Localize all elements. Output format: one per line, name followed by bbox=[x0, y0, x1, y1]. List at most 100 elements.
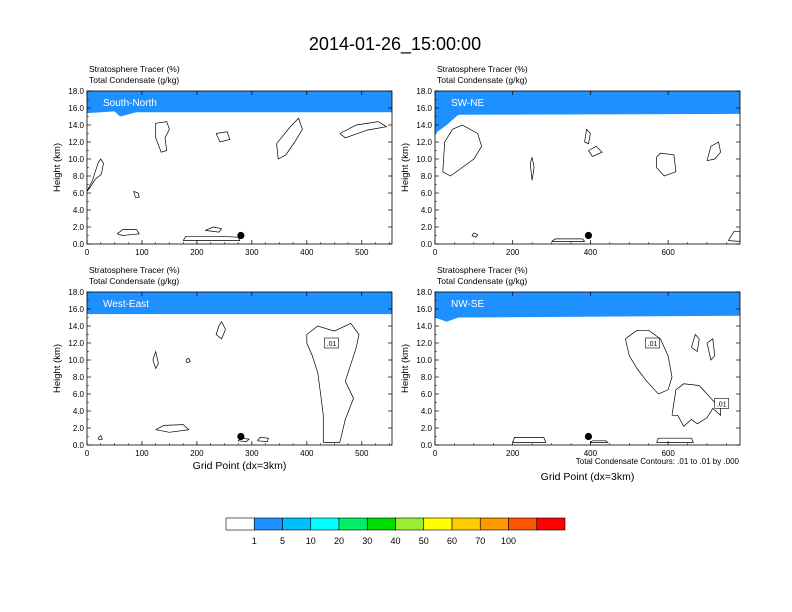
x-tick-label: 200 bbox=[506, 248, 520, 257]
y-tick-label: 4.0 bbox=[421, 206, 433, 215]
x-axis-label: Grid Point (dx=3km) bbox=[541, 471, 635, 483]
condensate-contour bbox=[656, 152, 677, 177]
condensate-contour bbox=[257, 437, 269, 442]
y-tick-label: 6.0 bbox=[421, 189, 433, 198]
colorbar-label: 5 bbox=[280, 536, 285, 546]
condensate-contour bbox=[215, 131, 231, 143]
y-tick-label: 4.0 bbox=[73, 206, 85, 215]
y-tick-label: 12.0 bbox=[416, 138, 432, 147]
colorbar-swatch bbox=[310, 517, 340, 531]
contour-label-box bbox=[324, 337, 339, 349]
condensate-contour bbox=[584, 128, 591, 145]
y-tick-label: 16.0 bbox=[416, 305, 432, 314]
condensate-contour bbox=[276, 117, 303, 160]
condensate-contour bbox=[590, 440, 609, 443]
x-tick-label: 400 bbox=[584, 449, 598, 458]
colorbar-label: 20 bbox=[334, 536, 344, 546]
panel-title-line: Total Condensate (g/kg) bbox=[437, 75, 527, 85]
figure-title: 2014-01-26_15:00:00 bbox=[309, 34, 481, 55]
y-tick-label: 18.0 bbox=[68, 87, 84, 96]
x-tick-label: 500 bbox=[355, 449, 369, 458]
panel-1: 0.0 2.0 4.0 6.0 8.0 10.0 12.0 14.0 16.0 18.0 0 100 2… bbox=[52, 64, 393, 257]
contour-label: .01 bbox=[327, 341, 337, 348]
x-tick-label: 400 bbox=[300, 248, 314, 257]
y-tick-label: 10.0 bbox=[416, 155, 432, 164]
colorbar: 1 5 10 20 30 40 50 60 70 100 bbox=[225, 517, 566, 546]
panel-title-line: Stratosphere Tracer (%) bbox=[437, 64, 528, 74]
x-tick-label: 200 bbox=[190, 248, 204, 257]
x-tick-label: 100 bbox=[135, 449, 149, 458]
condensate-contour bbox=[97, 435, 103, 441]
condensate-contour bbox=[155, 424, 190, 433]
condensate-contour bbox=[588, 145, 603, 157]
panels: 0.0 2.0 4.0 6.0 8.0 10.0 12.0 14.0 16.0 18.0 0 100 2… bbox=[52, 64, 741, 483]
y-tick-label: 2.0 bbox=[421, 424, 433, 433]
y-axis-label: Height (km) bbox=[400, 344, 411, 393]
condensate-contour bbox=[551, 238, 586, 242]
panel-title-line: Total Condensate (g/kg) bbox=[437, 276, 527, 286]
condensate-contour bbox=[625, 329, 673, 395]
y-tick-label: 2.0 bbox=[421, 223, 433, 232]
colorbar-swatch bbox=[423, 517, 453, 531]
condensate-contour bbox=[205, 226, 223, 233]
colorbar-label: 40 bbox=[390, 536, 400, 546]
colorbar-label: 50 bbox=[419, 536, 429, 546]
condensate-contour bbox=[215, 321, 226, 340]
condensate-contour bbox=[442, 124, 482, 177]
y-tick-label: 0.0 bbox=[73, 441, 85, 450]
panel-label: South-North bbox=[103, 98, 157, 109]
plot-area bbox=[435, 292, 740, 445]
tracer-band-1 bbox=[435, 292, 740, 322]
condensate-contour bbox=[728, 230, 740, 242]
x-tick-label: 0 bbox=[85, 449, 90, 458]
panel-title-line: Stratosphere Tracer (%) bbox=[437, 265, 528, 275]
colorbar-swatch bbox=[366, 517, 396, 531]
x-tick-label: 500 bbox=[355, 248, 369, 257]
colorbar-swatch bbox=[451, 517, 481, 531]
colorbar-swatch bbox=[225, 517, 255, 531]
tracer-band-1 bbox=[87, 91, 392, 117]
x-tick-label: 0 bbox=[433, 248, 438, 257]
y-tick-label: 8.0 bbox=[73, 172, 85, 181]
y-tick-label: 12.0 bbox=[68, 138, 84, 147]
panel-title-line: Total Condensate (g/kg) bbox=[89, 75, 179, 85]
colorbar-swatch bbox=[395, 517, 425, 531]
colorbar-swatch bbox=[282, 517, 312, 531]
panel-2: 0.0 2.0 4.0 6.0 8.0 10.0 12.0 14.0 16.0 18.0 0 200 4… bbox=[400, 64, 741, 257]
y-tick-label: 4.0 bbox=[73, 407, 85, 416]
y-tick-label: 14.0 bbox=[68, 121, 84, 130]
condensate-contour bbox=[706, 141, 721, 162]
y-tick-label: 18.0 bbox=[416, 288, 432, 297]
condensate-contour bbox=[116, 229, 140, 236]
y-tick-label: 16.0 bbox=[68, 104, 84, 113]
location-marker bbox=[584, 231, 593, 240]
condensate-contour bbox=[471, 232, 479, 238]
panel-title-line: Stratosphere Tracer (%) bbox=[89, 64, 180, 74]
colorbar-label: 70 bbox=[475, 536, 485, 546]
x-tick-label: 300 bbox=[245, 248, 259, 257]
colorbar-label: 10 bbox=[306, 536, 316, 546]
y-tick-label: 0.0 bbox=[421, 240, 433, 249]
y-tick-label: 12.0 bbox=[416, 339, 432, 348]
condensate-contour bbox=[529, 157, 535, 181]
x-tick-label: 400 bbox=[584, 248, 598, 257]
panel-title-line: Total Condensate (g/kg) bbox=[89, 276, 179, 286]
y-tick-label: 2.0 bbox=[73, 424, 85, 433]
colorbar-swatch bbox=[479, 517, 509, 531]
y-tick-label: 16.0 bbox=[68, 305, 84, 314]
x-tick-label: 600 bbox=[661, 449, 675, 458]
y-tick-label: 14.0 bbox=[68, 322, 84, 331]
y-axis-label: Height (km) bbox=[400, 143, 411, 192]
x-tick-label: 0 bbox=[85, 248, 90, 257]
condensate-contour bbox=[306, 322, 360, 443]
colorbar-label: 100 bbox=[501, 536, 516, 546]
x-tick-label: 400 bbox=[300, 449, 314, 458]
x-tick-label: 100 bbox=[135, 248, 149, 257]
y-tick-label: 4.0 bbox=[421, 407, 433, 416]
panel-3: .01 0.0 2.0 4.0 6.0 8.0 10.0 12.0 14.0 16.0 18.0 0 1… bbox=[52, 265, 393, 472]
tracer-band-1 bbox=[435, 91, 740, 134]
tracer-band-1 bbox=[87, 292, 392, 315]
y-axis-label: Height (km) bbox=[52, 344, 63, 393]
x-axis-label: Grid Point (dx=3km) bbox=[193, 460, 287, 472]
